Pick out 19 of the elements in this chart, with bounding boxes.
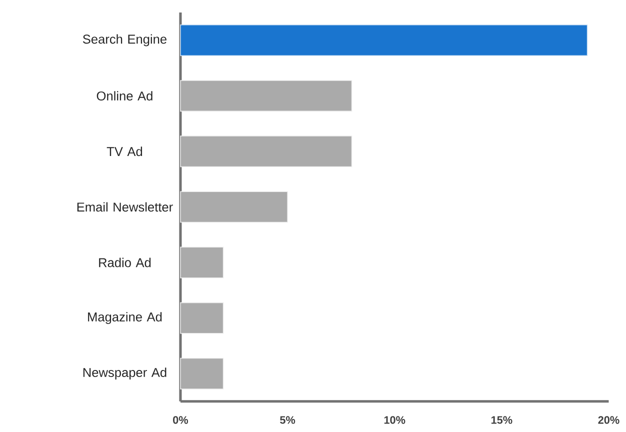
x-tick-label: 20%: [598, 416, 620, 424]
bar: [180, 80, 352, 112]
y-tick-label: Online Ad: [96, 91, 152, 100]
bar: [180, 24, 588, 56]
x-tick-label: 5%: [280, 416, 296, 424]
y-tick-label: TV Ad: [106, 146, 142, 156]
y-tick-label: Email Newsletter: [77, 202, 173, 212]
y-tick-label: Radio Ad: [99, 258, 151, 268]
x-tick-label: 15%: [491, 416, 512, 424]
y-tick-label: Search Engine: [82, 34, 166, 46]
bar: [180, 358, 224, 390]
x-tick-label: 0%: [173, 416, 188, 424]
bar: [180, 302, 224, 334]
y-tick-label: Newspaper Ad: [83, 368, 166, 380]
bar: [180, 191, 288, 223]
bar: [180, 136, 352, 168]
x-tick-label: 10%: [384, 416, 406, 424]
y-tick-label: Magazine Ad: [88, 312, 162, 324]
bar: [180, 246, 224, 278]
